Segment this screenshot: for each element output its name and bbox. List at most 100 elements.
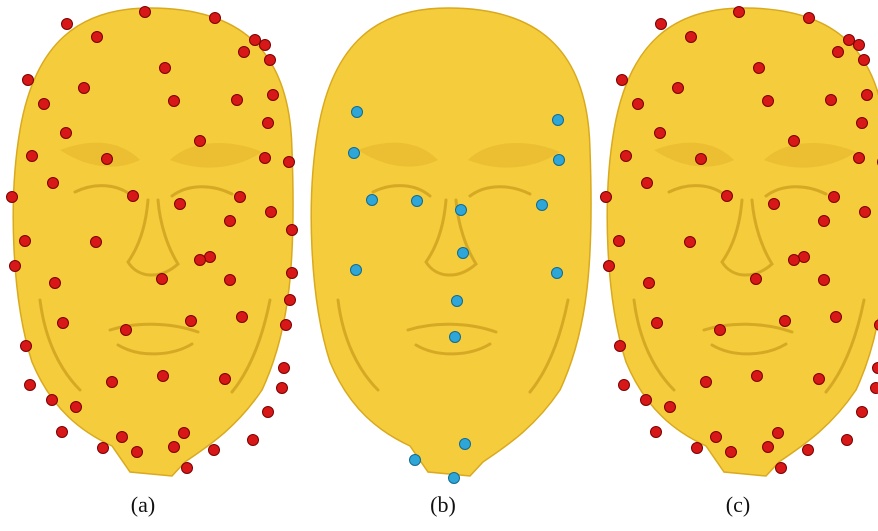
landmark-dot [651, 427, 662, 438]
landmark-dot [857, 407, 868, 418]
landmark-dot [287, 268, 298, 279]
landmark-dot [711, 432, 722, 443]
landmark-dot [860, 207, 871, 218]
landmark-dot [239, 47, 250, 58]
landmark-dot [98, 443, 109, 454]
landmark-dot [553, 115, 564, 126]
landmark-dot [175, 199, 186, 210]
landmark-dot [263, 118, 274, 129]
landmark-dot [449, 473, 460, 484]
landmark-dot [25, 380, 36, 391]
landmark-dot [102, 154, 113, 165]
landmark-dot [277, 383, 288, 394]
landmark-dot [552, 268, 563, 279]
landmark-dot [158, 371, 169, 382]
landmark-dot [58, 318, 69, 329]
landmark-dot [819, 216, 830, 227]
landmark-dot [769, 199, 780, 210]
landmark-dot [789, 136, 800, 147]
landmark-dot [268, 90, 279, 101]
face-a [13, 8, 293, 476]
landmark-dot [351, 265, 362, 276]
landmark-dot [128, 191, 139, 202]
landmark-dot [641, 395, 652, 406]
landmark-dot [776, 463, 787, 474]
landmark-dot [826, 95, 837, 106]
landmark-dot [831, 312, 842, 323]
landmark-dot [804, 13, 815, 24]
landmark-dot [107, 377, 118, 388]
landmark-dot [50, 278, 61, 289]
landmark-dot [665, 402, 676, 413]
figure: (a) (b) (c) [0, 0, 878, 531]
landmark-dot [410, 455, 421, 466]
landmark-dot [220, 374, 231, 385]
landmark-dot [799, 252, 810, 263]
landmark-dot [701, 377, 712, 388]
landmark-dot [281, 320, 292, 331]
landmark-dot [263, 407, 274, 418]
landmark-dot [140, 7, 151, 18]
landmark-dot [209, 445, 220, 456]
landmark-dot [61, 128, 72, 139]
landmark-dot [287, 225, 298, 236]
landmark-dot [686, 32, 697, 43]
landmark-dot [160, 63, 171, 74]
landmark-dot [554, 155, 565, 166]
landmark-dot [450, 332, 461, 343]
landmark-dot [619, 380, 630, 391]
landmark-dot [833, 47, 844, 58]
landmark-dot [79, 83, 90, 94]
landmark-dot [248, 435, 259, 446]
landmark-dot [722, 191, 733, 202]
landmark-dot [412, 196, 423, 207]
landmark-dot [132, 447, 143, 458]
panel-label: (b) [430, 492, 456, 517]
landmark-dot [10, 261, 21, 272]
landmark-dot [734, 7, 745, 18]
landmark-dot [117, 432, 128, 443]
landmark-dot [265, 55, 276, 66]
landmark-dot [842, 435, 853, 446]
landmark-dot [169, 96, 180, 107]
landmark-dot [7, 192, 18, 203]
landmark-dot [601, 192, 612, 203]
landmark-dot [696, 154, 707, 165]
landmark-dot [642, 178, 653, 189]
landmark-dot [763, 442, 774, 453]
landmark-dot [195, 255, 206, 266]
landmark-dot [205, 252, 216, 263]
landmark-dot [237, 312, 248, 323]
landmark-dot [715, 325, 726, 336]
landmark-dot [57, 427, 68, 438]
landmark-dot [726, 447, 737, 458]
face-b [311, 8, 591, 476]
landmark-dot [615, 341, 626, 352]
landmark-dot [182, 463, 193, 474]
panel-label: (c) [726, 492, 750, 517]
page: (a) (b) (c) (() => { const data = JSON.p… [0, 0, 878, 531]
landmark-dot [232, 95, 243, 106]
landmark-dot [751, 274, 762, 285]
landmark-dot [652, 318, 663, 329]
landmark-dot [844, 35, 855, 46]
landmark-dot [655, 128, 666, 139]
landmark-dot [829, 192, 840, 203]
landmark-dot [617, 75, 628, 86]
landmark-dot [763, 96, 774, 107]
face-c [607, 8, 878, 476]
landmark-dot [349, 148, 360, 159]
landmark-dot [157, 274, 168, 285]
landmark-dot [260, 153, 271, 164]
landmark-dot [186, 316, 197, 327]
landmark-dot [20, 236, 31, 247]
landmark-dot [789, 255, 800, 266]
landmark-dot [752, 371, 763, 382]
landmark-dot [225, 216, 236, 227]
landmark-dot [352, 107, 363, 118]
landmark-dot [39, 99, 50, 110]
landmark-dot [27, 151, 38, 162]
landmark-dot [692, 443, 703, 454]
landmark-dot [210, 13, 221, 24]
landmark-dot [179, 428, 190, 439]
